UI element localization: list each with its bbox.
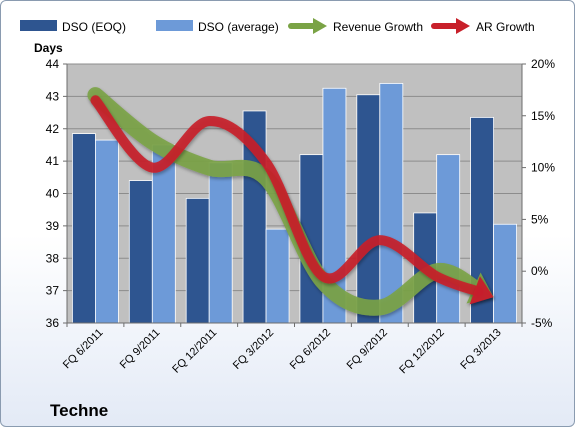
legend-swatch-dso-average- <box>156 20 193 31</box>
y2-tick-label: -5% <box>531 316 553 330</box>
y2-tick-label: 0% <box>531 264 549 278</box>
y-tick-label: 40 <box>46 187 60 201</box>
point-revenue-growth-4 <box>264 176 268 180</box>
bar-dso-eoq--3 <box>185 197 210 324</box>
y-tick-label: 41 <box>46 154 60 168</box>
point-ar-growth-2 <box>150 166 154 170</box>
growth-lines <box>87 87 496 316</box>
y-tick-label: 38 <box>46 251 60 265</box>
y2-tick-label: 20% <box>531 57 555 71</box>
bar-dso-average--3 <box>208 162 233 324</box>
y2-tick-label: 5% <box>531 212 549 226</box>
x-tick-label: FQ 12/2011 <box>170 327 219 376</box>
y2-tick-label: 15% <box>531 109 555 123</box>
legend: DSO (EOQ) DSO (average) Revenue Growth AR G… <box>20 18 535 34</box>
legend-arrow-ar-growth <box>456 18 470 34</box>
point-revenue-growth-6 <box>378 305 382 309</box>
y-tick-label: 36 <box>46 316 60 330</box>
point-ar-growth-1 <box>93 98 97 102</box>
legend-label-dso-average-: DSO (average) <box>198 20 279 34</box>
y2-tick-label: 10% <box>531 161 555 175</box>
x-tick-label: FQ 12/2012 <box>397 327 447 377</box>
y-tick-label: 44 <box>46 57 60 71</box>
legend-swatch-dso-eoq- <box>20 20 57 31</box>
bar-dso-eoq--6 <box>356 94 381 324</box>
bar-dso-average--1 <box>95 139 119 324</box>
y-tick-label: 37 <box>46 284 60 298</box>
bar-dso-eoq--1 <box>72 133 96 324</box>
legend-label-dso-eoq-: DSO (EOQ) <box>62 20 126 34</box>
company-name: Techne <box>50 401 108 420</box>
x-tick-label: FQ 9/2012 <box>345 327 390 372</box>
point-ar-growth-7 <box>435 274 439 278</box>
x-tick-label: FQ 3/2012 <box>231 327 276 372</box>
bar-dso-average--7 <box>436 154 461 324</box>
bar-dso-eoq--2 <box>128 180 153 324</box>
point-ar-growth-4 <box>264 160 268 164</box>
y-tick-label: 42 <box>46 122 60 136</box>
point-revenue-growth-2 <box>150 140 154 144</box>
line-ar-growth <box>90 95 484 297</box>
point-ar-growth-3 <box>207 119 211 123</box>
bar-dso-average--4 <box>265 228 290 324</box>
point-ar-growth-5 <box>321 274 325 278</box>
x-tick-label: FQ 6/2011 <box>61 327 106 372</box>
x-tick-label: FQ 6/2012 <box>288 327 333 372</box>
legend-arrow-revenue-growth <box>313 18 327 34</box>
point-revenue-growth-3 <box>207 166 211 170</box>
point-ar-growth-6 <box>378 238 382 242</box>
bar-dso-average--6 <box>379 83 404 324</box>
y-tick-label: 43 <box>46 89 60 103</box>
y-tick-label: 39 <box>46 219 60 233</box>
y-axis-title: Days <box>34 41 63 55</box>
legend-label-ar-growth: AR Growth <box>476 20 535 34</box>
x-tick-label: FQ 3/2013 <box>458 327 503 372</box>
x-tick-label: FQ 9/2011 <box>118 327 163 372</box>
legend-label-revenue-growth: Revenue Growth <box>333 20 423 34</box>
bar-dso-average--8 <box>493 223 517 324</box>
arrowhead-ar-growth <box>469 276 494 305</box>
point-ar-growth-8 <box>492 295 496 299</box>
